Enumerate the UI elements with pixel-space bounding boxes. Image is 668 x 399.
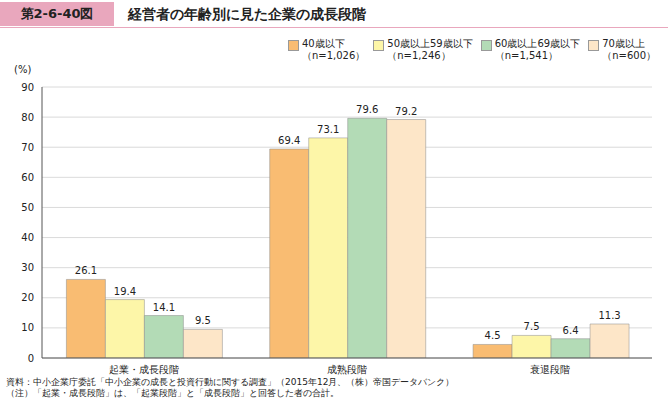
svg-text:50: 50 [21, 202, 34, 213]
svg-text:20: 20 [21, 292, 34, 303]
svg-text:40: 40 [21, 232, 34, 243]
html-text:60歳以上69歳以下: 60歳以上69歳以下 [494, 38, 581, 49]
svg-text:80: 80 [21, 112, 34, 123]
svg-text:79.6: 79.6 [356, 104, 378, 115]
svg-text:起業・成長段階: 起業・成長段階 [109, 364, 179, 375]
html-text:（n=1,541）: （n=1,541） [494, 50, 559, 61]
html-text:（注）「起業・成長段階」は、「起業段階」と「成長段階」と回答: （注）「起業・成長段階」は、「起業段階」と「成長段階」と回答した者の合計。 [6, 388, 339, 398]
html-text:（n=1,246）: （n=1,246） [387, 50, 451, 61]
svg-text:衰退段階: 衰退段階 [530, 364, 570, 375]
svg-text:19.4: 19.4 [114, 286, 136, 297]
html-text:（n=1,026）: （n=1,026） [301, 50, 366, 61]
svg-text:79.2: 79.2 [395, 106, 417, 117]
svg-text:70: 70 [21, 142, 34, 153]
svg-text:7.5: 7.5 [524, 321, 540, 332]
svg-text:10: 10 [21, 322, 34, 333]
svg-text:90: 90 [21, 82, 34, 93]
html-text:70歳以上: 70歳以上 [602, 38, 645, 49]
html-text:資料：中小企業庁委託「中小企業の成長と投資行動に関する調査」: 資料：中小企業庁委託「中小企業の成長と投資行動に関する調査」（2015年12月、… [6, 377, 455, 387]
svg-text:4.5: 4.5 [485, 330, 501, 341]
html-text:経営者の年齢別に見た企業の成長段階: 経営者の年齢別に見た企業の成長段階 [128, 6, 366, 22]
svg-text:6.4: 6.4 [563, 325, 579, 336]
svg-text:11.3: 11.3 [598, 310, 620, 321]
svg-text:0: 0 [28, 353, 34, 364]
html-text:50歳以上59歳以下: 50歳以上59歳以下 [387, 38, 473, 49]
html-text:（n=600）: （n=600） [602, 50, 656, 61]
html-text:第2-6-40図: 第2-6-40図 [20, 6, 94, 21]
svg-text:26.1: 26.1 [75, 265, 97, 276]
svg-text:30: 30 [21, 262, 34, 273]
svg-text:69.4: 69.4 [278, 135, 300, 146]
svg-text:60: 60 [21, 172, 34, 183]
html-text:40歳以下: 40歳以下 [301, 38, 345, 49]
svg-text:9.5: 9.5 [195, 315, 211, 326]
svg-text:14.1: 14.1 [153, 302, 175, 313]
svg-text:73.1: 73.1 [317, 124, 339, 135]
svg-text:成熟段階: 成熟段階 [327, 364, 367, 375]
